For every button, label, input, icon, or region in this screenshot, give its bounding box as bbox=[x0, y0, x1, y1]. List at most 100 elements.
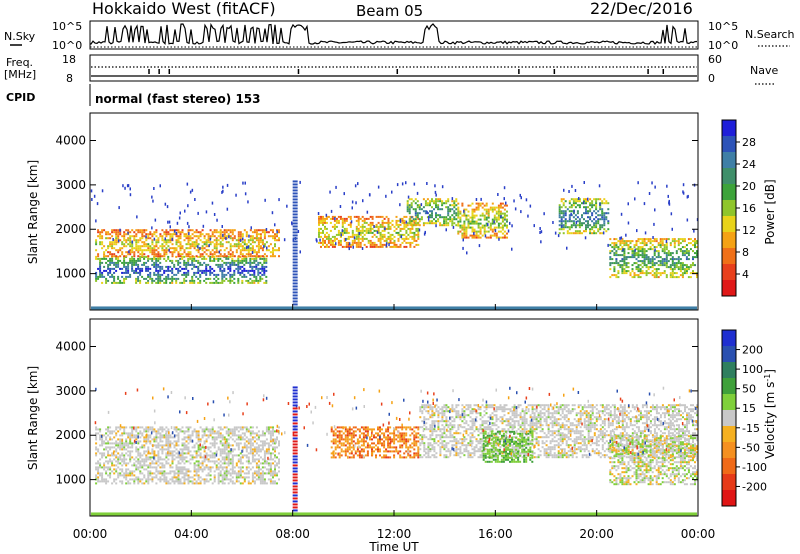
data-pixel bbox=[381, 223, 384, 226]
data-pixel bbox=[414, 224, 417, 227]
data-pixel bbox=[129, 426, 132, 429]
data-pixel bbox=[334, 446, 337, 449]
data-pixel bbox=[506, 236, 508, 239]
data-pixel bbox=[149, 271, 152, 274]
noise-pixel bbox=[251, 251, 254, 254]
data-pixel bbox=[269, 480, 272, 483]
data-pixel bbox=[621, 254, 624, 257]
data-pixel bbox=[129, 460, 132, 463]
data-pixel bbox=[267, 450, 270, 453]
data-pixel bbox=[362, 438, 365, 441]
data-pixel bbox=[223, 233, 226, 236]
data-pixel bbox=[359, 245, 362, 248]
data-pixel bbox=[149, 426, 152, 429]
data-pixel bbox=[435, 222, 437, 225]
data-pixel bbox=[221, 448, 224, 451]
noise-pixel bbox=[154, 218, 157, 222]
data-pixel bbox=[233, 428, 236, 431]
data-pixel bbox=[117, 263, 120, 266]
data-pixel bbox=[355, 215, 358, 218]
noise-pixel bbox=[619, 236, 621, 240]
data-pixel bbox=[137, 440, 140, 443]
data-pixel bbox=[267, 462, 270, 465]
data-pixel bbox=[205, 267, 208, 270]
data-pixel bbox=[125, 464, 128, 467]
data-pixel bbox=[205, 233, 208, 236]
data-pixel bbox=[249, 448, 252, 451]
data-pixel bbox=[363, 225, 366, 228]
data-pixel bbox=[169, 472, 172, 475]
freq-axis-top: 18 bbox=[62, 53, 76, 66]
data-pixel bbox=[145, 436, 148, 439]
data-pixel bbox=[348, 446, 351, 449]
data-pixel bbox=[344, 454, 347, 457]
data-pixel bbox=[135, 438, 138, 441]
data-pixel bbox=[221, 476, 224, 479]
data-pixel bbox=[245, 257, 248, 260]
data-pixel bbox=[137, 426, 140, 429]
data-pixel bbox=[239, 265, 242, 268]
data-pixel bbox=[241, 438, 244, 441]
data-pixel bbox=[203, 255, 206, 258]
data-pixel bbox=[657, 254, 660, 257]
data-pixel bbox=[129, 446, 132, 449]
data-pixel bbox=[591, 220, 594, 223]
data-pixel bbox=[340, 444, 343, 447]
nave-label: Nave bbox=[750, 64, 778, 77]
noise-pixel bbox=[498, 237, 500, 241]
data-pixel bbox=[203, 257, 206, 260]
data-pixel bbox=[139, 430, 142, 433]
data-pixel bbox=[357, 245, 360, 248]
data-pixel bbox=[127, 239, 130, 242]
data-pixel bbox=[115, 269, 118, 272]
data-pixel bbox=[209, 269, 212, 272]
data-pixel bbox=[255, 450, 258, 453]
data-pixel bbox=[201, 263, 204, 266]
data-pixel bbox=[151, 233, 154, 236]
data-pixel bbox=[477, 218, 480, 221]
data-pixel bbox=[191, 458, 194, 461]
data-pixel bbox=[369, 221, 372, 224]
data-pixel bbox=[263, 458, 266, 461]
data-pixel bbox=[195, 474, 198, 477]
data-pixel bbox=[247, 442, 250, 445]
data-pixel bbox=[675, 264, 678, 267]
data-pixel bbox=[395, 243, 398, 246]
data-pixel bbox=[121, 434, 124, 437]
data-pixel bbox=[379, 223, 382, 226]
data-pixel bbox=[467, 226, 470, 229]
data-pixel bbox=[169, 478, 172, 481]
data-pixel bbox=[209, 478, 212, 481]
data-pixel bbox=[591, 232, 594, 235]
data-pixel bbox=[215, 450, 218, 453]
data-pixel bbox=[325, 237, 328, 240]
data-pixel bbox=[181, 281, 184, 284]
data-pixel bbox=[235, 472, 238, 475]
data-pixel bbox=[203, 247, 206, 250]
data-pixel bbox=[239, 438, 242, 441]
data-pixel bbox=[261, 277, 264, 280]
data-pixel bbox=[601, 214, 604, 217]
data-pixel bbox=[623, 244, 626, 247]
data-pixel bbox=[199, 440, 202, 443]
data-pixel bbox=[263, 450, 266, 453]
data-pixel bbox=[227, 472, 230, 475]
data-pixel bbox=[589, 204, 592, 207]
noise-pixel bbox=[124, 186, 126, 190]
data-pixel bbox=[665, 254, 668, 257]
data-pixel bbox=[503, 212, 506, 215]
data-pixel bbox=[489, 236, 492, 239]
data-pixel bbox=[155, 265, 158, 268]
data-pixel bbox=[199, 456, 202, 459]
data-pixel bbox=[259, 277, 262, 280]
data-pixel bbox=[205, 257, 208, 260]
data-pixel bbox=[195, 259, 198, 262]
data-pixel bbox=[377, 237, 380, 240]
data-pixel bbox=[265, 231, 268, 234]
noise-pixel bbox=[513, 199, 515, 203]
data-pixel bbox=[205, 249, 208, 252]
data-pixel bbox=[145, 454, 148, 457]
data-pixel bbox=[497, 208, 500, 211]
data-pixel bbox=[261, 448, 264, 451]
